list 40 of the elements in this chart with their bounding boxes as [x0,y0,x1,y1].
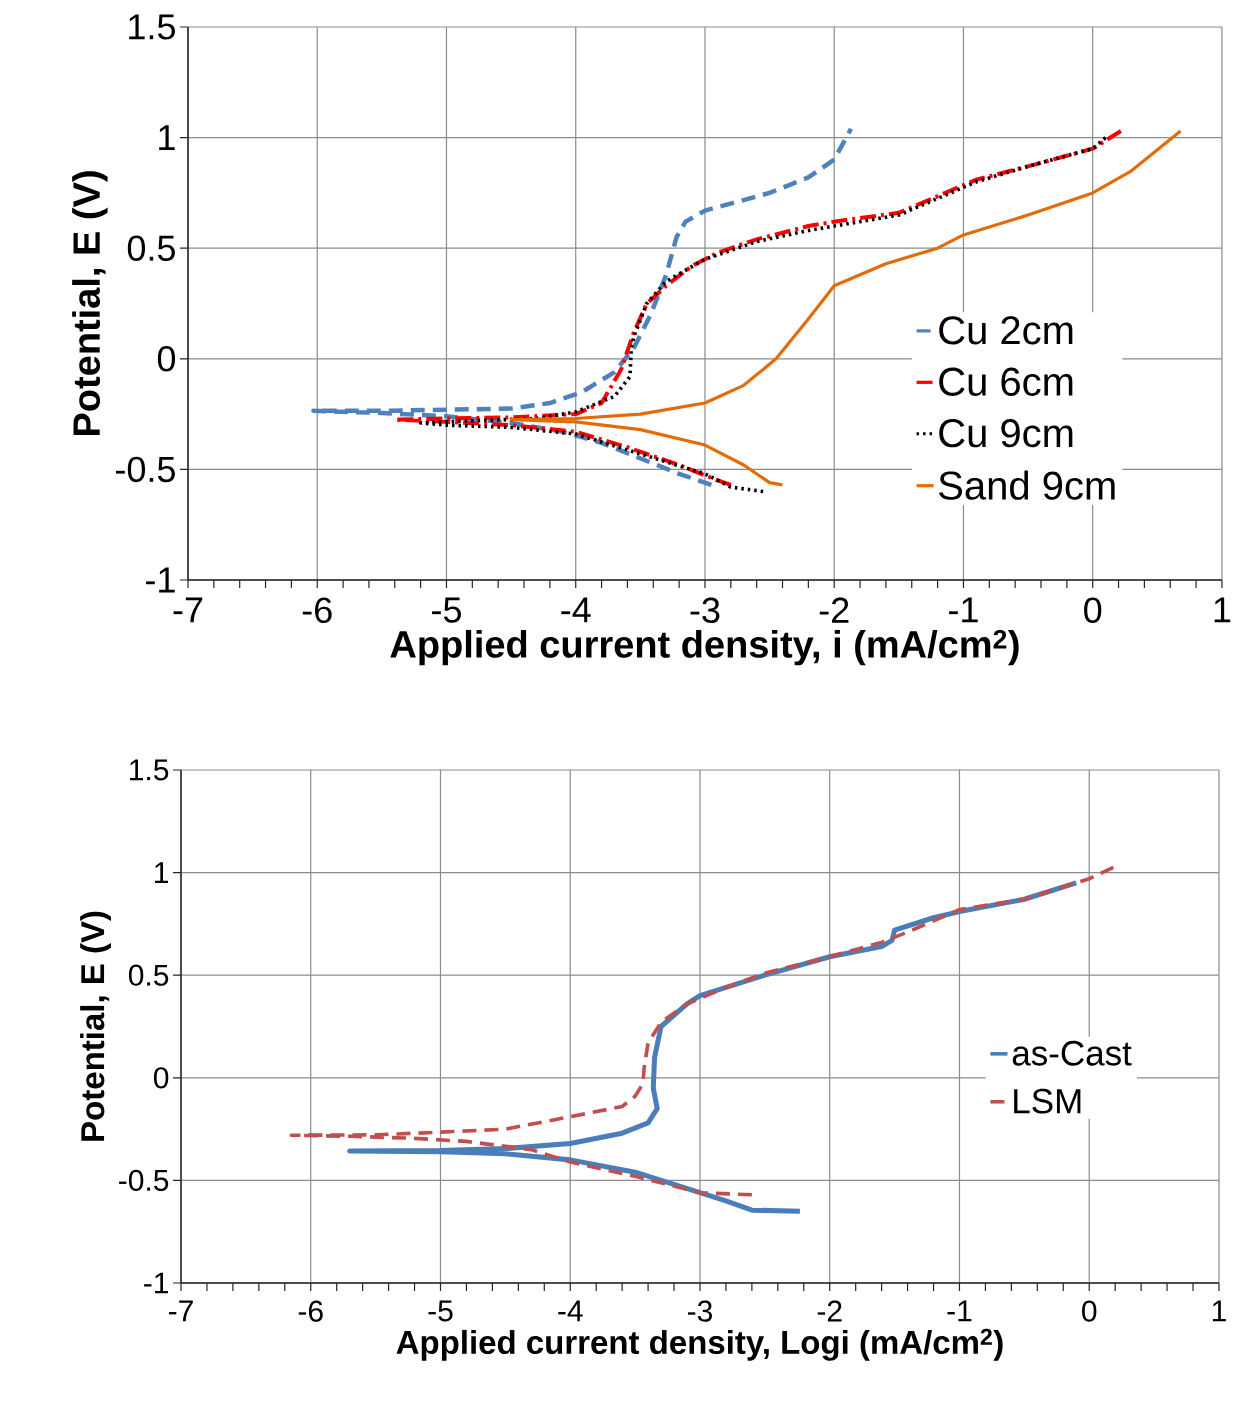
x-tick-label: -7 [168,1300,193,1322]
x-tick-label: -5 [432,597,461,623]
x-tick-label: -6 [302,597,332,624]
legend-label: Sand 9cm [939,470,1115,500]
x-tick-label: 0 [1084,597,1102,624]
x-tick-label: -6 [298,1300,323,1322]
y-tick-label: 1 [155,862,169,883]
y-tick-label: 0 [157,346,176,372]
x-axis-title: Applied current density, i (mA/cm$^{2}$) [390,629,1019,666]
legend-label: Cu 6cm [939,367,1073,396]
y-axis-title: Potential, E (V) [80,911,111,1141]
y-tick-label: 1.5 [130,759,169,781]
x-tick-label: -2 [817,1300,842,1322]
x-tick-label: -3 [690,597,720,624]
y-tick-label: 0.5 [128,964,169,986]
x-tick-label: -2 [819,597,849,623]
legend-label: Cu 9cm [939,419,1073,448]
x-tick-label: -5 [428,1300,453,1322]
x-tick-label: -4 [561,597,591,623]
y-tick-label: 0 [153,1067,169,1089]
y-tick-label: -1 [144,1272,169,1294]
y-tick-label: 1 [159,125,175,150]
x-tick-label: -1 [947,1300,972,1322]
legend-label: as-Cast [1012,1040,1132,1066]
x-tick-label: -4 [558,1300,583,1322]
x-tick-label: -1 [949,597,978,623]
x-axis-title: Applied current density, Logi (mA/cm$^{2}$) [396,1328,1003,1361]
legend-label: LSM [1014,1088,1081,1114]
y-tick-label: -1 [146,567,175,593]
x-tick-label: -3 [687,1300,712,1322]
x-tick-label: 1 [1212,1300,1226,1322]
y-axis-title: Potential, E (V) [72,171,108,436]
y-tick-label: -0.5 [119,1169,169,1192]
x-tick-label: 1 [1214,597,1231,623]
x-tick-label: -7 [173,597,203,623]
y-tick-label: -0.5 [116,456,175,483]
x-tick-label: 0 [1082,1300,1097,1322]
y-tick-label: 0.5 [127,235,175,261]
y-tick-label: 1.5 [129,14,175,40]
legend-label: Cu 2cm [939,316,1073,345]
